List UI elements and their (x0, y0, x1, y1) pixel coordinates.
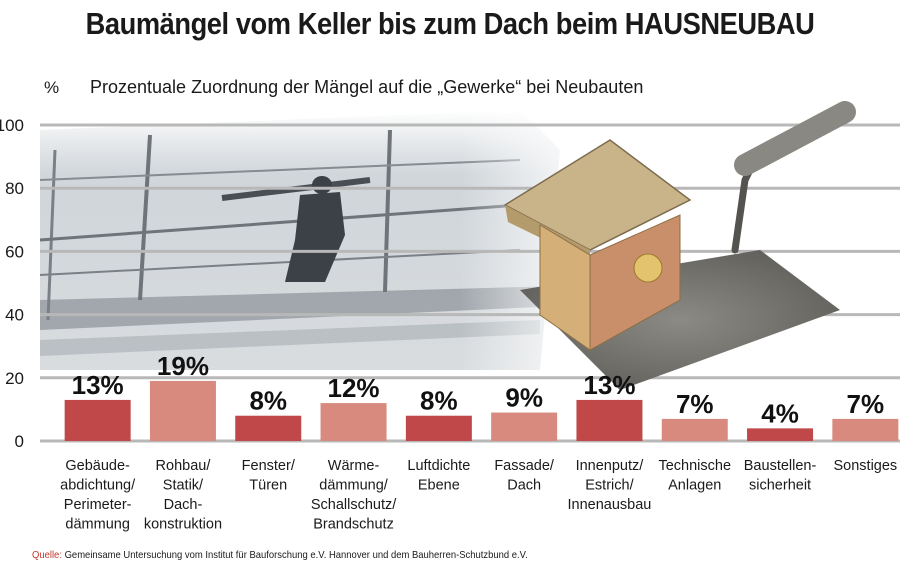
bar (661, 418, 728, 441)
bars: 13% 19% 8% 12% 8% 9% 13% 7% 4% 7% (64, 351, 899, 441)
x-tick-label: Innenputz/ (576, 458, 645, 474)
data-label: 19% (157, 351, 209, 381)
bar (405, 415, 472, 441)
y-tick-label: 20 (5, 369, 24, 388)
x-tick-label: Perimeter- (64, 497, 132, 513)
y-tick-label: 40 (5, 306, 24, 325)
x-tick-label: Ebene (418, 478, 460, 494)
bar (320, 403, 387, 441)
source-note: Quelle: Gemeinsame Untersuchung vom Inst… (32, 549, 528, 561)
x-tick-label: Dach- (164, 497, 203, 513)
bar (832, 418, 899, 441)
bar (64, 399, 131, 441)
bar (149, 380, 216, 441)
x-tick-label: Estrich/ (585, 478, 634, 494)
x-tick-label: dämmung (65, 517, 129, 533)
x-tick-label: Brandschutz (313, 517, 394, 533)
data-label: 7% (676, 389, 714, 419)
data-label: 4% (761, 398, 799, 428)
x-tick-label: Innenausbau (568, 497, 652, 513)
x-tick-label: Wärme- (328, 458, 380, 474)
house-wall-right-icon (589, 214, 681, 351)
y-axis: 0 20 40 60 80 100 (0, 116, 24, 451)
x-tick-label: Technische (658, 458, 731, 474)
x-tick-label: dämmung/ (319, 478, 388, 494)
x-tick-label: Anlagen (668, 478, 721, 494)
x-tick-label: Türen (249, 478, 287, 494)
bar (576, 399, 643, 441)
x-tick-label: konstruktion (144, 517, 222, 533)
source-label: Quelle: (32, 549, 62, 561)
y-tick-label: 60 (5, 242, 24, 261)
data-label: 9% (505, 383, 543, 413)
x-tick-label: Schallschutz/ (311, 497, 397, 513)
x-tick-label: Gebäude- (65, 458, 130, 474)
euro-coin-icon (633, 253, 663, 283)
house-roof-icon (503, 139, 692, 251)
background-photo (39, 110, 600, 380)
data-label: 8% (249, 386, 287, 416)
data-label: 7% (847, 389, 885, 419)
money-house-illustration (503, 101, 856, 390)
x-axis-labels: Gebäude-abdichtung/Perimeter-dämmung Rohb… (60, 458, 897, 533)
x-tick-label: Statik/ (163, 478, 204, 494)
x-tick-label: Fenster/ (242, 458, 296, 474)
x-tick-label: Luftdichte (407, 458, 470, 474)
bar (747, 428, 814, 441)
y-tick-label: 100 (0, 116, 24, 135)
chart-subtitle: Prozentuale Zuordnung der Mängel auf die… (90, 77, 643, 97)
data-label: 13% (72, 370, 124, 400)
chart-title: Baumängel vom Keller bis zum Dach beim H… (85, 6, 815, 41)
bar (491, 412, 558, 441)
x-tick-label: Rohbau/ (156, 458, 212, 474)
y-unit-label: % (44, 78, 59, 97)
x-tick-label: sicherheit (749, 478, 811, 494)
x-tick-label: Dach (507, 478, 541, 494)
x-tick-label: Fassade/ (494, 458, 555, 474)
source-text: Gemeinsame Untersuchung vom Institut für… (64, 549, 528, 561)
y-tick-label: 80 (5, 179, 24, 198)
x-tick-label: Baustellen- (744, 458, 817, 474)
x-tick-label: Sonstiges (834, 458, 898, 474)
x-tick-label: abdichtung/ (60, 478, 136, 494)
data-label: 8% (420, 386, 458, 416)
data-label: 12% (328, 373, 380, 403)
y-tick-label: 0 (15, 432, 24, 451)
bar (235, 415, 302, 441)
trowel-grip-icon (734, 101, 856, 176)
data-label: 13% (583, 370, 635, 400)
